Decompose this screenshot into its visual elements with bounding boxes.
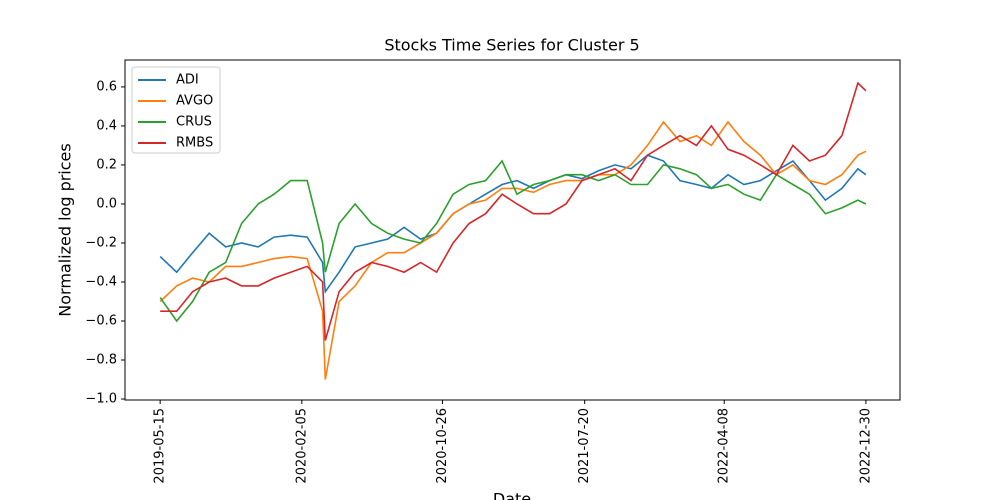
plot-frame	[124, 59, 901, 401]
legend-label: CRUS	[176, 115, 212, 130]
legend-label: ADI	[176, 73, 199, 88]
x-tick-label: 2020-10-26	[435, 408, 450, 484]
y-tick-label: −0.4	[85, 274, 117, 289]
y-tick-label: 0.0	[96, 196, 117, 211]
legend-label: AVGO	[176, 94, 213, 109]
series-line	[160, 81, 867, 341]
x-tick-label: 2021-07-20	[577, 408, 592, 484]
series-line	[159, 154, 867, 294]
y-tick-label: 0.4	[96, 118, 117, 133]
y-tick-label: 0.2	[96, 157, 117, 172]
y-axis-label: Normalized log prices	[56, 143, 75, 316]
y-tick-label: −1.0	[85, 392, 117, 407]
y-tick-label: −0.6	[85, 313, 117, 328]
x-tick-label: 2019-05-15	[153, 408, 168, 484]
y-tick-label: −0.8	[85, 353, 117, 368]
y-tick-label: −0.2	[85, 235, 117, 250]
x-axis-label: Date	[493, 490, 531, 500]
legend-box	[131, 66, 221, 154]
series-line	[159, 159, 867, 323]
chart-title: Stocks Time Series for Cluster 5	[384, 36, 639, 55]
x-tick-label: 2022-04-08	[717, 408, 732, 484]
legend-label: RMBS	[176, 136, 213, 151]
x-tick-label: 2022-12-30	[858, 408, 873, 484]
y-tick-label: 0.6	[96, 79, 117, 94]
series-line	[159, 120, 867, 380]
x-tick-label: 2020-02-05	[294, 408, 309, 484]
